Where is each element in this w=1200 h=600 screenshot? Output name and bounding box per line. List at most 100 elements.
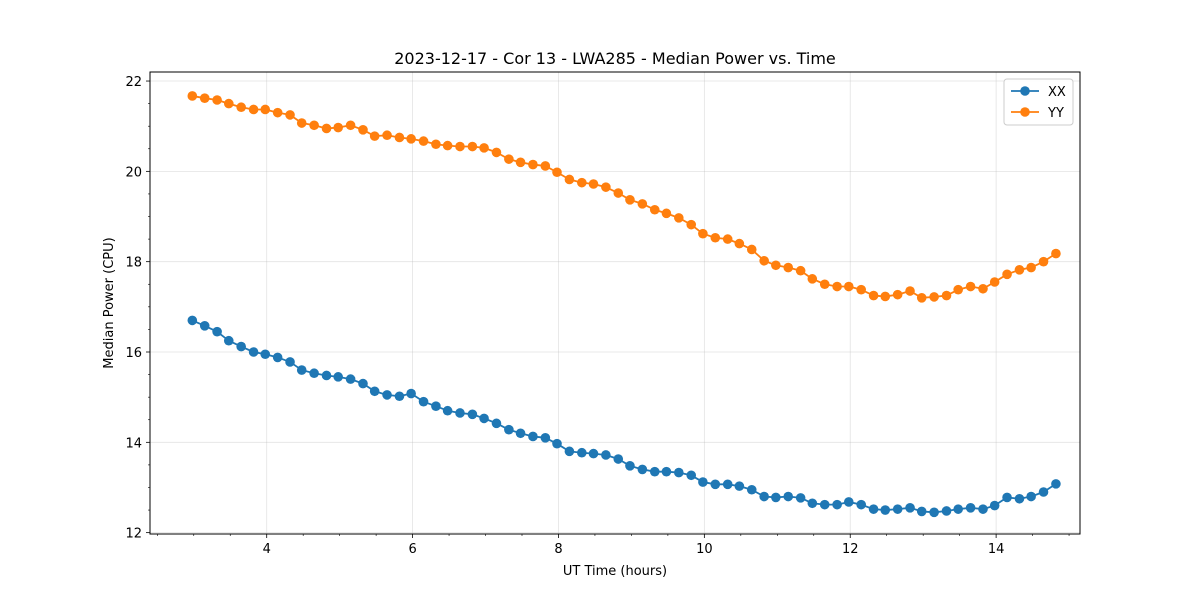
series-yy-point [199, 93, 210, 103]
series-yy-line [192, 95, 1057, 299]
legend-xx-label: XX [1048, 85, 1066, 100]
series-yy-point [978, 283, 988, 294]
series-xx-point [953, 504, 963, 514]
series-yy-point [661, 208, 672, 219]
series-xx-point [382, 390, 392, 400]
series-yy-point [540, 161, 551, 171]
series-xx-point [989, 500, 1000, 511]
series-yy-point [819, 279, 830, 290]
series-xx-point [431, 401, 441, 411]
series-xx-point [1051, 479, 1061, 489]
series-xx-point [771, 492, 781, 503]
series-yy-point [309, 120, 319, 131]
series-yy-point [868, 290, 879, 301]
series-xx-point [479, 413, 489, 424]
axis-ticks: 4 6 8 10 12 14 12 14 16 18 20 22 [125, 75, 1070, 557]
series-xx-point [1014, 493, 1025, 504]
series-yy-point [1051, 248, 1061, 259]
series-yy-point [771, 260, 781, 271]
series-yy-point [698, 228, 708, 239]
series-yy-point [236, 102, 246, 113]
series-xx-point [199, 321, 210, 331]
series-xx-point [868, 504, 879, 514]
series-xx-point [1002, 492, 1012, 503]
series-xx-point [759, 491, 769, 502]
series-xx-point [309, 368, 319, 379]
series-yy-point [418, 136, 429, 146]
series-xx-point [455, 408, 465, 418]
x-tick-label: 6 [408, 542, 416, 557]
series-xx-point [637, 464, 648, 475]
series-yy-point [296, 118, 307, 128]
series-yy-point [552, 167, 562, 178]
series-yy-point [272, 107, 283, 118]
series-yy-point [187, 91, 198, 101]
series-xx-point [601, 450, 611, 460]
series-yy-point [734, 238, 745, 249]
series-xx-point [515, 428, 526, 439]
series-yy-point [1002, 269, 1012, 280]
series-xx-point [686, 470, 697, 481]
x-tick-label: 10 [696, 542, 713, 557]
series-yy-point [369, 131, 380, 141]
series-yy-point [989, 277, 1000, 287]
series-xx-point [843, 497, 854, 507]
series-yy-point [710, 232, 721, 243]
series-xx-point [929, 507, 939, 518]
series-xx-point [965, 503, 976, 513]
y-tick-label: 16 [125, 346, 142, 361]
y-tick-label: 22 [125, 75, 142, 90]
legend-yy-marker [1020, 107, 1030, 117]
series-yy-point [637, 199, 648, 209]
series-yy-point [722, 234, 733, 244]
y-tick-label: 14 [125, 436, 142, 451]
series-xx-point [321, 370, 332, 381]
series-yy-point [856, 284, 866, 295]
series-xx-point [856, 499, 866, 510]
series-yy-point [431, 139, 441, 150]
series-yy-point [941, 290, 952, 301]
series-yy-point [406, 134, 416, 144]
series-yy-point [321, 123, 332, 134]
series-yy-point [504, 154, 514, 164]
series-yy-point [260, 104, 271, 115]
x-tick-label: 14 [988, 542, 1005, 557]
series-xx-point [978, 504, 988, 514]
grid-lines [150, 72, 1080, 534]
plot-series [187, 91, 1061, 518]
series-xx-point [467, 409, 478, 420]
series-yy-point [442, 140, 453, 151]
series-yy-point [601, 182, 611, 192]
series-xx-line [191, 319, 1057, 514]
series-xx-point [698, 477, 708, 487]
series-xx-point [442, 405, 453, 416]
series-xx-point [746, 484, 757, 495]
series-yy-point [515, 157, 526, 168]
series-yy-point [892, 289, 903, 300]
series-xx-point [807, 498, 818, 509]
x-axis-title: UT Time (hours) [563, 564, 667, 579]
series-xx-point [892, 504, 903, 514]
series-yy-point [333, 122, 343, 133]
series-yy-point [212, 95, 222, 105]
series-xx-point [613, 454, 624, 464]
series-yy-point [455, 141, 465, 152]
series-xx-point [369, 386, 380, 397]
series-xx-point [941, 506, 952, 516]
series-xx-point [504, 424, 514, 435]
series-xx-point [783, 491, 794, 502]
series-yy-point [965, 281, 976, 292]
series-xx-point [564, 446, 575, 457]
y-tick-label: 18 [125, 256, 142, 271]
series-yy-point [491, 147, 502, 158]
series-yy-point [686, 219, 697, 230]
series-yy-point [795, 265, 806, 276]
series-yy-point [588, 179, 599, 189]
chart-title: 2023-12-17 - Cor 13 - LWA285 - Median Po… [394, 49, 836, 68]
series-xx-point [795, 493, 806, 503]
series-yy-point [649, 204, 660, 215]
x-tick-label: 4 [263, 542, 271, 557]
series-yy-point [345, 120, 356, 131]
plot-frame [149, 71, 1081, 535]
series-xx-point [248, 347, 259, 357]
